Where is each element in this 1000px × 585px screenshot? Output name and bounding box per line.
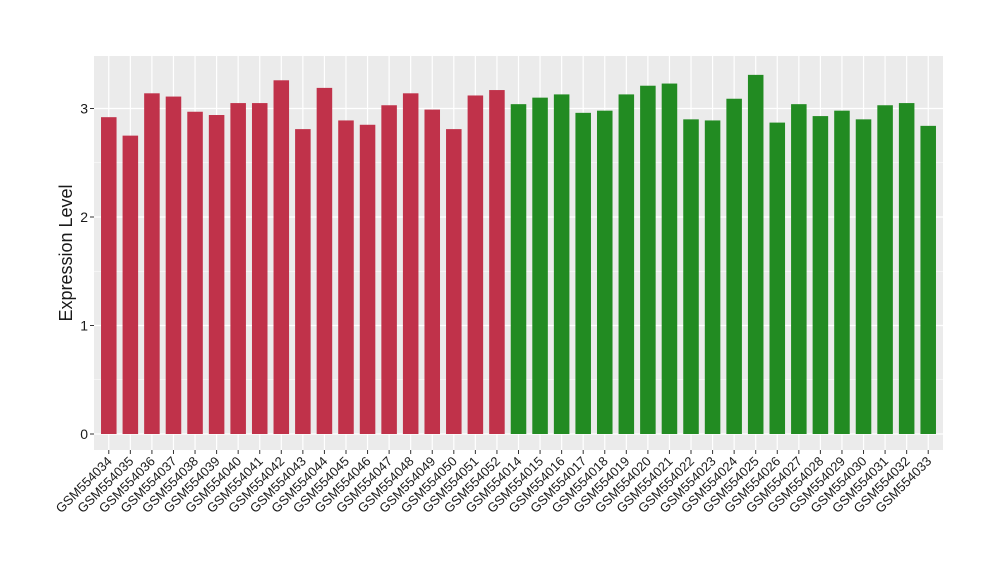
bar-GSM554045 [338,120,354,434]
bar-GSM554030 [855,119,872,434]
bar-GSM554043 [295,129,311,434]
y-tick-label: 2 [80,209,88,225]
bar-GSM554042 [273,80,290,434]
bar-GSM554052 [489,90,505,434]
bar-GSM554040 [230,103,246,434]
y-axis-label: Expression Level [56,184,76,321]
bar-GSM554024 [726,98,742,435]
bar-GSM554034 [101,117,117,435]
bar-GSM554021 [661,83,678,435]
bar-GSM554027 [791,104,807,434]
bar-GSM554051 [467,95,484,434]
bar-GSM554032 [898,103,915,434]
bars [101,74,936,435]
bar-GSM554047 [381,105,397,434]
bar-GSM554037 [165,96,182,434]
bar-GSM554014 [510,104,527,434]
bar-GSM554038 [187,111,203,434]
bar-GSM554016 [553,94,570,435]
bar-GSM554022 [683,119,699,434]
bar-GSM554048 [402,93,419,434]
bar-GSM554049 [424,109,441,434]
bar-GSM554019 [618,94,635,435]
bar-GSM554025 [747,74,764,435]
bar-GSM554046 [359,124,376,435]
bar-GSM554036 [144,93,160,434]
bar-GSM554044 [316,87,333,434]
bar-GSM554026 [769,122,786,434]
bar-GSM554041 [251,103,268,434]
bar-GSM554028 [812,116,829,434]
bar-GSM554039 [208,115,225,434]
x-axis: GSM554034GSM554035GSM554036GSM554037GSM5… [53,450,934,516]
bar-GSM554017 [575,112,591,434]
bar-GSM554033 [920,125,936,435]
bar-GSM554018 [596,110,613,435]
bar-GSM554050 [446,129,462,434]
y-tick-label: 1 [80,318,88,334]
bar-GSM554029 [834,110,850,435]
bar-GSM554023 [704,120,721,434]
bar-GSM554031 [877,105,893,434]
y-tick-label: 0 [80,426,88,442]
y-tick-label: 3 [80,101,88,117]
bar-GSM554035 [122,135,139,435]
bar-GSM554015 [532,97,548,435]
y-axis: 0 1 2 3 [80,101,94,442]
bar-GSM554020 [640,85,656,434]
